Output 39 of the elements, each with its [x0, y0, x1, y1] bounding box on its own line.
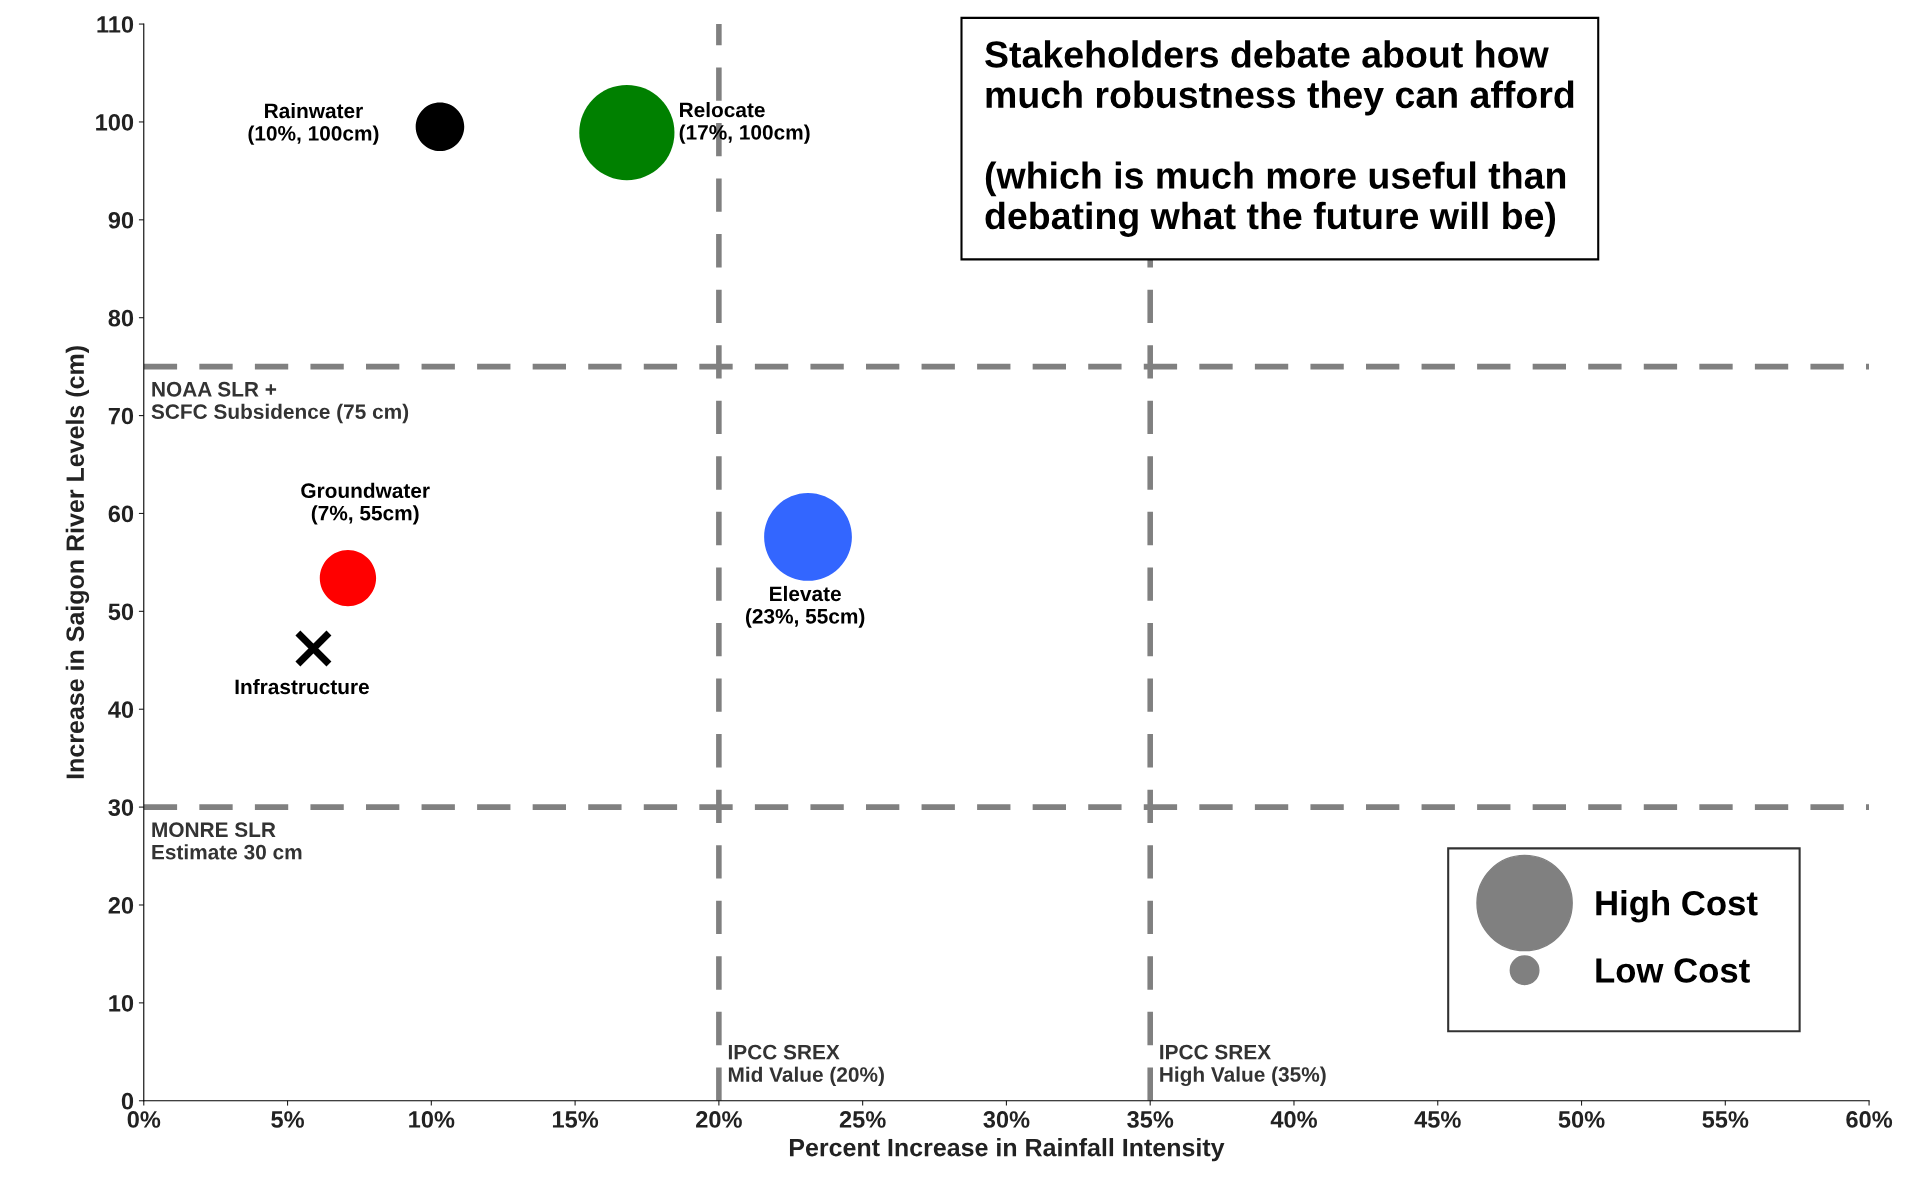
- y-tick-label: 0: [121, 1092, 134, 1110]
- x-tick-label: 10%: [409, 1111, 455, 1128]
- annotation: Infrastructure: [235, 678, 369, 695]
- y-tick-label: 110: [97, 16, 134, 33]
- annotation: Elevate (23%, 55cm): [745, 585, 865, 628]
- annotation: Rainwater (10%, 100cm): [248, 102, 379, 145]
- annotation: Groundwater (7%, 55cm): [301, 482, 430, 525]
- y-tick-label: 100: [96, 114, 134, 131]
- x-tick-label: 45%: [1414, 1111, 1461, 1128]
- text: Low Cost: [1596, 958, 1750, 983]
- ref-line-label: IPCC SREX High Value (35%): [1160, 1044, 1326, 1087]
- ref-line-label: NOAA SLR + SCFC Subsidence (75 cm): [151, 381, 409, 424]
- y-tick-label: 50: [108, 603, 134, 621]
- x-tick-label: 40%: [1270, 1111, 1317, 1128]
- y-axis-title: Increase in Saigon River Levels (cm): [65, 346, 90, 779]
- ref-line-label: MONRE SLR Estimate 30 cm: [152, 822, 302, 860]
- ref-line-label: IPCC SREX Mid Value (20%): [728, 1044, 884, 1087]
- text: High Cost: [1596, 890, 1758, 923]
- x-tick-label: 15%: [552, 1111, 599, 1128]
- y-tick-label: 90: [108, 211, 134, 229]
- y-tick-label: 60: [108, 505, 134, 523]
- y-tick-label: 40: [108, 701, 134, 719]
- x-tick-label: 35%: [1127, 1111, 1174, 1128]
- x-tick-label: 50%: [1558, 1111, 1605, 1128]
- x-tick-label: 25%: [839, 1111, 886, 1128]
- text: Stakeholders debate about how much robustness they can afford (which is much more useful than debating what the future will be): [985, 40, 1574, 237]
- annotation: Relocate (17%, 100cm): [679, 101, 810, 144]
- x-tick-label: 30%: [983, 1111, 1030, 1128]
- y-tick-label: 80: [108, 309, 134, 327]
- x-tick-label: 0%: [127, 1111, 161, 1128]
- y-tick-label: 20: [108, 897, 134, 914]
- y-tick-label: 30: [108, 799, 134, 816]
- x-axis-title: Percent Increase in Rainfall Intensity: [789, 1138, 1225, 1162]
- x-tick-label: 55%: [1702, 1111, 1749, 1128]
- x-tick-label: 20%: [696, 1111, 742, 1128]
- y-tick-label: 10: [109, 994, 134, 1012]
- x-tick-label: 5%: [271, 1111, 304, 1128]
- y-tick-label: 70: [108, 407, 134, 425]
- x-tick-label: 60%: [1846, 1111, 1893, 1128]
